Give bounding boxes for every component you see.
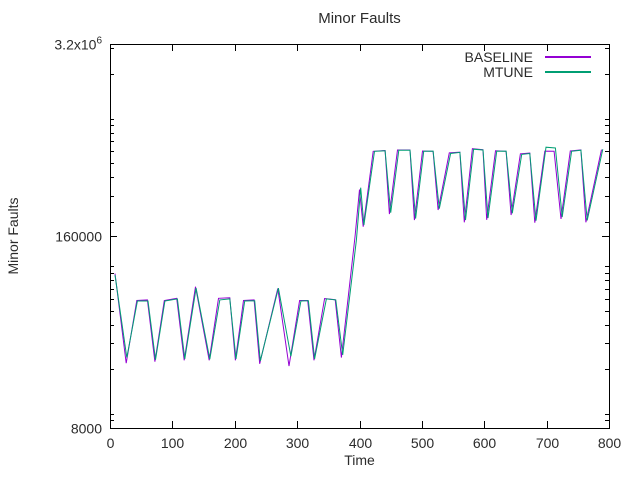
legend-row-mtune: MTUNE — [423, 63, 591, 80]
legend: BASELINE MTUNE — [423, 48, 591, 80]
y-tick-label: 160000 — [55, 229, 102, 245]
x-tick-label: 800 — [598, 435, 622, 451]
y-tick-label: 3.2x106 — [54, 36, 102, 53]
legend-label-baseline: BASELINE — [464, 48, 533, 65]
legend-row-baseline: BASELINE — [423, 48, 591, 65]
legend-line-sample-baseline — [545, 55, 591, 58]
x-tick-label: 400 — [349, 435, 373, 451]
series-line-mtune — [114, 146, 604, 362]
y-axis-title: Minor Faults — [5, 197, 21, 275]
x-tick-label: 0 — [107, 435, 115, 451]
series-line-baseline — [114, 148, 602, 367]
x-axis-title: Time — [344, 452, 375, 468]
plot-border — [110, 44, 610, 429]
chart-title: Minor Faults — [318, 10, 401, 27]
x-tick-label: 300 — [286, 435, 310, 451]
x-tick-label: 600 — [473, 435, 497, 451]
axes — [110, 44, 610, 429]
x-tick-label: 700 — [536, 435, 560, 451]
legend-line-sample-mtune — [545, 70, 591, 73]
x-tick-label: 500 — [411, 435, 435, 451]
legend-label-mtune: MTUNE — [483, 63, 533, 80]
x-tick-label: 100 — [161, 435, 185, 451]
y-tick-label: 8000 — [71, 421, 102, 437]
x-tick-label: 200 — [224, 435, 248, 451]
